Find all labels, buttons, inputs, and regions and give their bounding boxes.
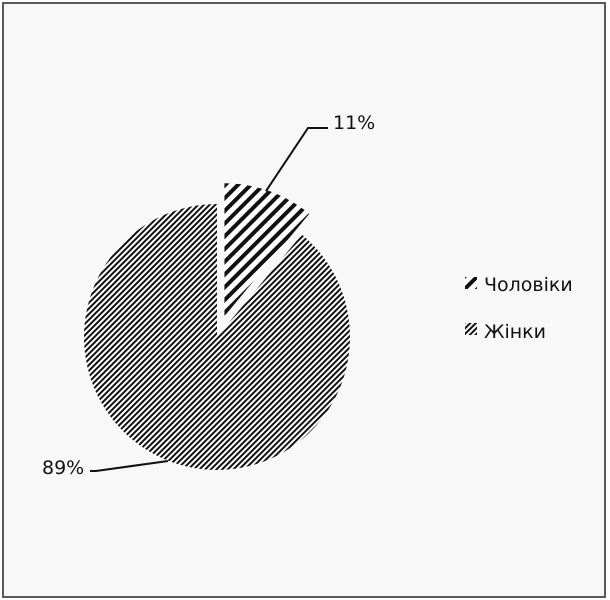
slice-zhinky bbox=[84, 203, 351, 470]
legend-swatch-zhinky bbox=[465, 323, 477, 335]
leader-line-cholovik bbox=[265, 127, 328, 192]
legend-label-zhinky: Жінки bbox=[484, 321, 546, 343]
data-label-zhinky: 89% bbox=[42, 457, 84, 479]
legend: Чоловіки Жінки bbox=[465, 274, 573, 343]
legend-swatch-cholovik bbox=[465, 277, 477, 289]
leader-line-zhinky bbox=[90, 460, 169, 472]
slice-cholovik bbox=[224, 183, 310, 317]
legend-label-cholovik: Чоловіки bbox=[484, 274, 573, 296]
data-label-cholovik: 11% bbox=[333, 112, 375, 134]
